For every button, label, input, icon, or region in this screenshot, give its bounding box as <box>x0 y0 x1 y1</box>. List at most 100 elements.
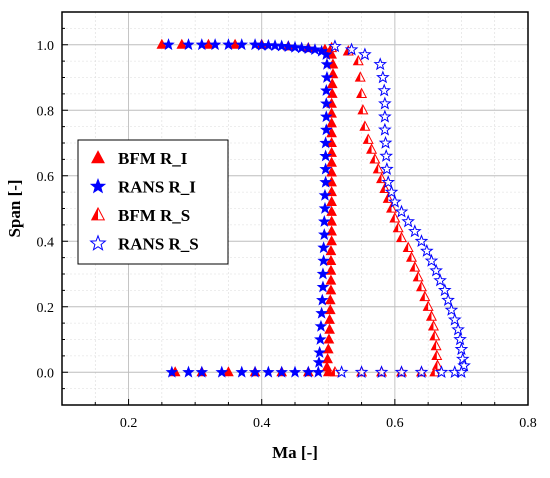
data-point <box>447 312 462 326</box>
data-point <box>315 306 328 319</box>
data-point <box>378 135 393 149</box>
y-tick-label: 0.0 <box>37 366 55 381</box>
data-point <box>318 188 332 201</box>
data-point <box>320 70 334 83</box>
data-point <box>354 365 369 379</box>
data-point <box>429 263 443 277</box>
data-point <box>222 38 235 51</box>
data-point <box>377 83 392 97</box>
data-point <box>208 38 222 51</box>
data-point <box>326 156 337 167</box>
data-point <box>319 149 332 162</box>
data-points <box>156 38 471 379</box>
data-point <box>374 365 389 379</box>
x-tick-label: 0.6 <box>386 416 404 431</box>
data-point <box>288 40 302 53</box>
data-point <box>324 323 335 334</box>
data-point <box>319 162 332 175</box>
legend-label: BFM R_I <box>118 149 188 168</box>
x-axis-title: Ma [-] <box>272 443 318 462</box>
data-point <box>262 365 275 378</box>
x-tick-label: 0.4 <box>253 416 271 431</box>
data-point <box>317 254 330 267</box>
data-point <box>419 290 431 302</box>
data-point <box>326 215 337 226</box>
data-point <box>334 365 349 379</box>
data-point <box>366 143 378 154</box>
legend: BFM R_I RANS R_I BFM R_S RANS R_S <box>77 139 229 265</box>
data-point <box>441 293 455 306</box>
legend-item: BFM R_I <box>91 149 188 168</box>
data-point <box>318 201 332 214</box>
data-point <box>409 261 421 272</box>
data-point <box>295 41 308 54</box>
data-point <box>323 333 335 344</box>
data-point <box>433 273 447 287</box>
data-point <box>325 254 337 265</box>
data-point <box>320 48 333 60</box>
data-point <box>325 245 337 256</box>
data-point <box>414 234 429 248</box>
data-point <box>320 84 333 96</box>
y-tick-labels: 0.0 0.2 0.4 0.6 0.8 1.0 <box>37 39 55 382</box>
y-tick-label: 1.0 <box>37 39 55 54</box>
legend-marker <box>89 234 107 251</box>
data-point <box>312 365 325 378</box>
data-point <box>235 38 248 51</box>
data-point <box>215 365 229 378</box>
legend-label: BFM R_S <box>118 206 190 225</box>
data-point <box>394 204 409 218</box>
data-point <box>318 228 331 241</box>
data-point <box>312 355 326 368</box>
data-point <box>318 215 331 227</box>
data-point <box>451 322 465 336</box>
y-axis-title: Span [-] <box>5 179 24 237</box>
series-rans-r-i <box>162 38 334 378</box>
data-point <box>319 175 332 188</box>
data-point <box>248 365 262 378</box>
data-point <box>412 271 424 282</box>
data-point <box>324 303 336 315</box>
data-point <box>405 251 418 262</box>
legend-item: BFM R_S <box>90 206 190 225</box>
data-point <box>316 280 330 293</box>
data-point <box>444 302 459 316</box>
legend-marker <box>90 206 106 221</box>
data-point <box>326 77 338 89</box>
data-point <box>453 332 467 346</box>
data-point <box>356 87 368 99</box>
data-point <box>362 133 374 144</box>
data-point <box>372 162 384 174</box>
data-point <box>414 365 429 379</box>
data-point <box>182 38 195 51</box>
x-tick-labels: 0.2 0.4 0.6 0.8 <box>120 416 537 431</box>
data-point <box>325 284 337 295</box>
data-point <box>326 195 337 206</box>
data-point <box>182 365 195 378</box>
data-point <box>357 103 369 115</box>
data-point <box>322 343 334 354</box>
data-point <box>326 117 337 128</box>
data-point <box>235 365 248 378</box>
data-point <box>282 40 295 53</box>
data-point <box>408 224 422 238</box>
data-point <box>401 214 415 228</box>
data-point <box>434 365 449 379</box>
y-tick-label: 0.8 <box>37 104 55 119</box>
legend-marker <box>91 150 105 164</box>
data-point <box>380 162 394 175</box>
legend-label: RANS R_I <box>118 178 196 197</box>
data-point <box>429 329 441 341</box>
data-point <box>320 123 333 136</box>
data-point <box>384 184 399 198</box>
data-point <box>402 241 414 252</box>
data-point <box>319 136 332 149</box>
data-point <box>320 97 333 110</box>
data-point <box>425 310 437 321</box>
data-point <box>394 365 409 379</box>
data-point <box>396 231 408 243</box>
data-point <box>195 38 209 51</box>
data-point <box>420 243 434 257</box>
data-point <box>165 365 179 378</box>
